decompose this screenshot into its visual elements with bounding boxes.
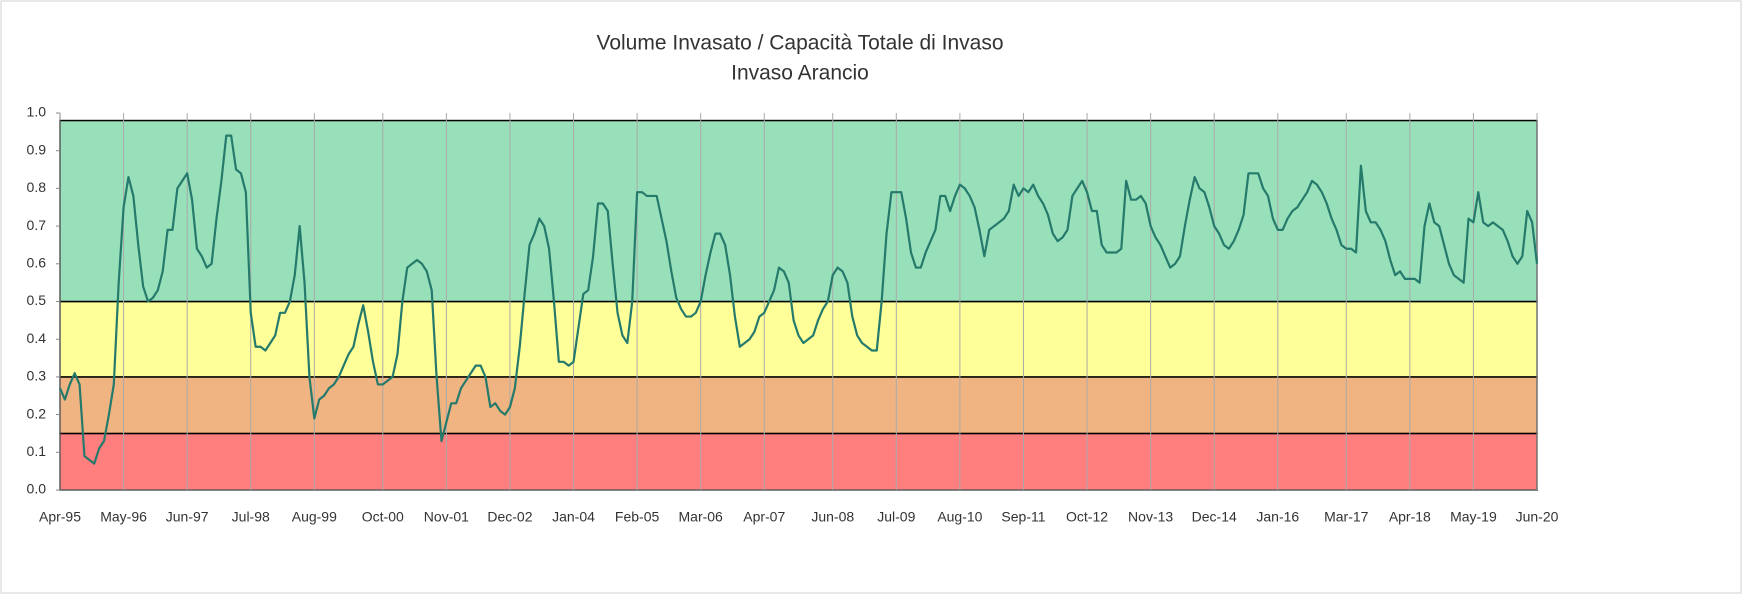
data-line (58, 134, 1539, 465)
x-tick-label: Mar-06 (679, 509, 724, 525)
x-tick-label: Dec-02 (487, 509, 532, 525)
x-tick-label: Jan-16 (1256, 509, 1299, 525)
chart-subtitle: Invaso Arancio (731, 62, 869, 85)
y-tick-label: 1.0 (27, 104, 47, 120)
y-tick-label: 0.3 (27, 368, 47, 384)
threshold-band (59, 376, 1538, 435)
x-tick-label: Jun-08 (811, 509, 854, 525)
x-tick-label: Mar-17 (1324, 509, 1369, 525)
x-tick-label: Nov-13 (1128, 509, 1173, 525)
x-tick-label: Aug-10 (937, 509, 982, 525)
y-tick-label: 0.7 (27, 217, 47, 233)
x-tick-label: Apr-07 (743, 509, 785, 525)
y-tick-label: 0.1 (27, 443, 47, 459)
chart-title: Volume Invasato / Capacità Totale di Inv… (596, 32, 1003, 55)
y-tick-label: 0.6 (27, 255, 47, 271)
y-tick-label: 0.8 (27, 179, 47, 195)
x-tick-label: Apr-95 (39, 509, 81, 525)
x-tick-label: May-19 (1450, 509, 1497, 525)
y-tick-label: 0.9 (27, 141, 47, 157)
x-tick-label: Aug-99 (292, 509, 337, 525)
threshold-band (59, 432, 1538, 491)
x-tick-label: Apr-18 (1389, 509, 1431, 525)
x-tick-label: Sep-11 (1001, 509, 1045, 525)
y-tick-label: 0.2 (27, 405, 47, 421)
y-tick-label: 0.4 (27, 330, 47, 346)
x-tick-label: Feb-05 (615, 509, 660, 525)
x-tick-label: Oct-00 (362, 509, 404, 525)
threshold-band (59, 119, 1538, 303)
x-tick-label: Dec-14 (1192, 509, 1237, 525)
x-tick-label: Jul-09 (877, 509, 915, 525)
x-tick-label: May-96 (100, 509, 147, 525)
x-tick-label: Jul-98 (232, 509, 270, 525)
y-tick-label: 0.5 (27, 292, 47, 308)
x-tick-label: Jun-97 (166, 509, 209, 525)
x-tick-label: Jun-20 (1516, 509, 1559, 525)
x-tick-label: Nov-01 (424, 509, 469, 525)
x-tick-label: Jan-04 (552, 509, 595, 525)
y-tick-label: 0.0 (27, 481, 47, 497)
x-tick-label: Oct-12 (1066, 509, 1108, 525)
